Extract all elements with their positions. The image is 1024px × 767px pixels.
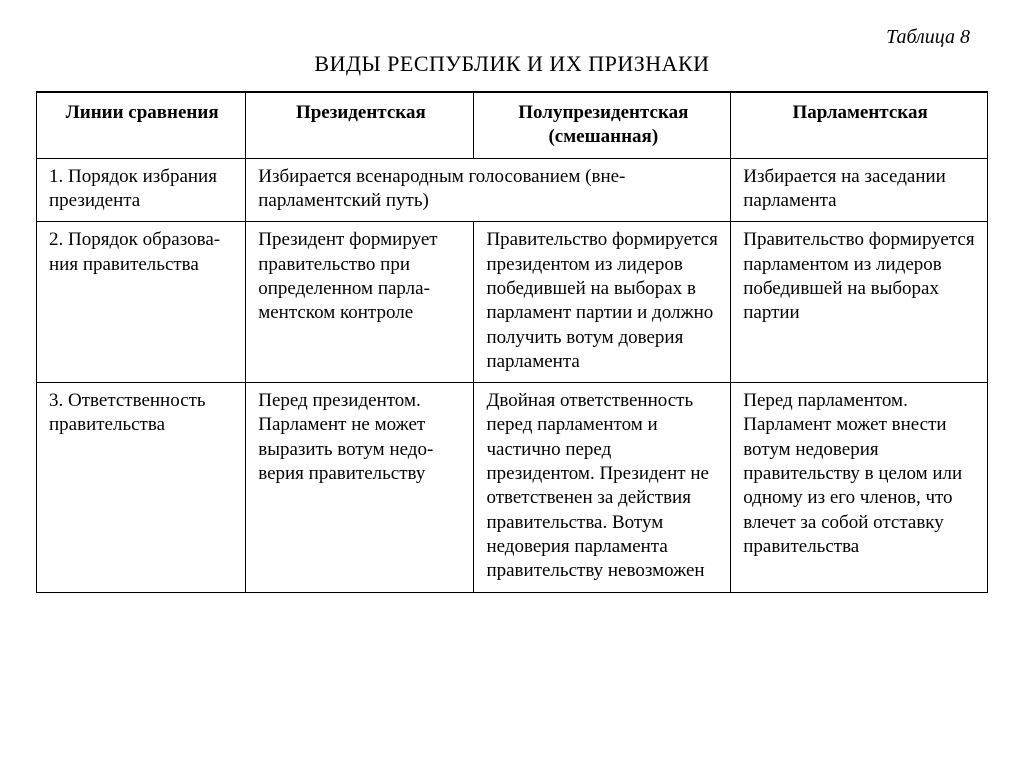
cell: Президент формиру­ет правительство при о… (246, 222, 474, 383)
table-row: 1. Порядок избрания президента Избираетс… (37, 158, 988, 222)
cell: Перед парламентом. Парламент может внест… (731, 383, 988, 593)
table-caption: Таблица 8 (36, 26, 970, 49)
cell: Правительство фор­мируется парламен­том … (731, 222, 988, 383)
col-header: Полупрезидентская (смешанная) (474, 92, 731, 158)
row-label: 2. Порядок образова­ния правительства (37, 222, 246, 383)
cell: Двойная ответствен­ность перед парламен­… (474, 383, 731, 593)
col-header: Линии сравнения (37, 92, 246, 158)
table-row: 3. Ответственность пра­вительства Перед … (37, 383, 988, 593)
cell: Перед президентом. Парламент не может вы… (246, 383, 474, 593)
cell: Правительство форми­руется президентом и… (474, 222, 731, 383)
col-header: Парламентская (731, 92, 988, 158)
table-row: 2. Порядок образова­ния правительства Пр… (37, 222, 988, 383)
row-label: 3. Ответственность пра­вительства (37, 383, 246, 593)
cell: Избирается всенародным голосованием (вне… (246, 158, 731, 222)
cell: Избирается на засе­дании парламента (731, 158, 988, 222)
republic-types-table: Линии сравнения Президентская Полупрезид… (36, 91, 988, 593)
col-header: Президентская (246, 92, 474, 158)
page: Таблица 8 ВИДЫ РЕСПУБЛИК И ИХ ПРИЗНАКИ Л… (0, 0, 1024, 603)
table-header-row: Линии сравнения Президентская Полупрезид… (37, 92, 988, 158)
row-label: 1. Порядок избрания президента (37, 158, 246, 222)
table-title: ВИДЫ РЕСПУБЛИК И ИХ ПРИЗНАКИ (36, 51, 988, 77)
